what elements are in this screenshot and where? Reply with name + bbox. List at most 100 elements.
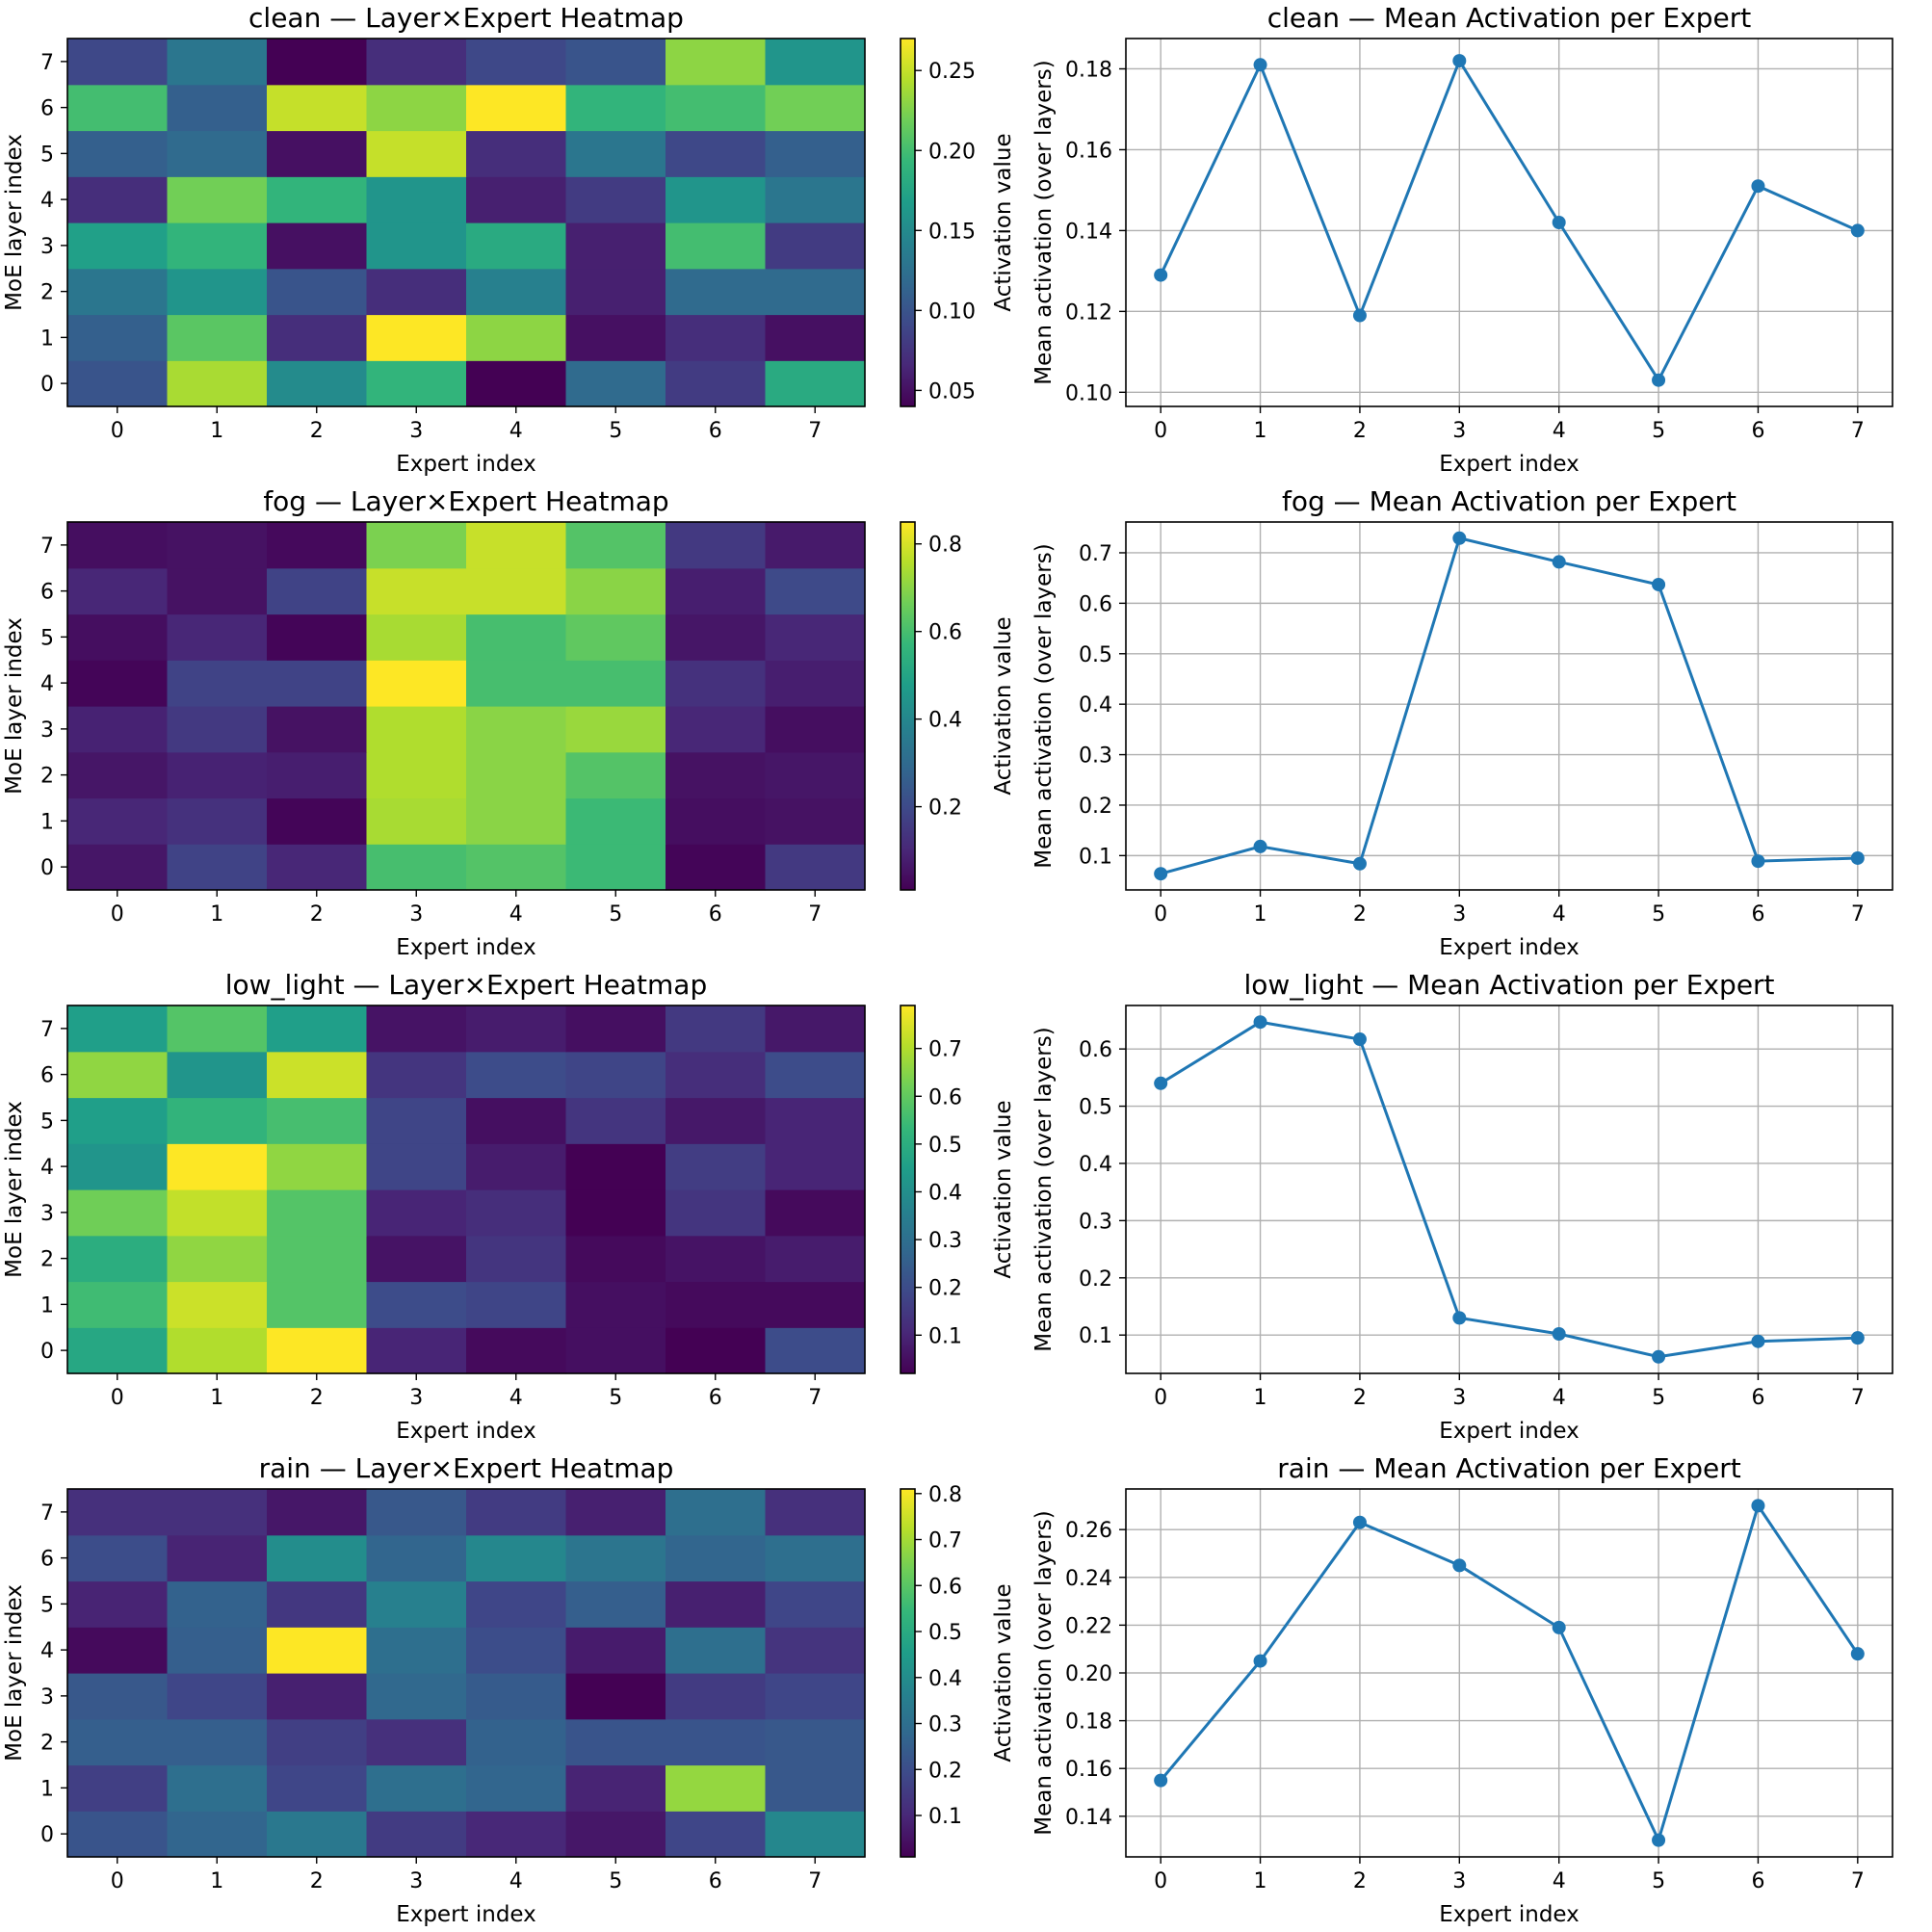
heatmap-cell [267, 797, 368, 845]
heatmap-cell [67, 1051, 169, 1099]
heatmap-cell [765, 1005, 866, 1053]
line-panel-3: fog — Mean Activation per Expert 0 1 2 3 4 5 6 7… [1031, 485, 1893, 960]
y-tick-label: 0 [40, 1340, 54, 1364]
heatmap-cell [666, 1327, 767, 1374]
heatmap-cell [167, 268, 268, 316]
heatmap-cell [167, 567, 268, 615]
heatmap-cell [765, 706, 866, 753]
heatmap-cell [267, 130, 368, 177]
heatmap-cell [466, 567, 567, 615]
data-point [1552, 1620, 1566, 1634]
data-point [1652, 1349, 1666, 1364]
x-tick-label: 3 [409, 1869, 423, 1893]
heatmap-cell [466, 797, 567, 845]
heatmap-cell [466, 130, 567, 177]
y-tick-label: 5 [40, 1110, 54, 1134]
x-axis-label: Expert index [396, 1902, 536, 1927]
heatmap-cell [666, 1051, 767, 1099]
heatmap-cell [366, 844, 467, 891]
heatmap-cell [666, 360, 767, 407]
heatmap-cell [366, 1811, 467, 1858]
heatmap-cell [267, 1189, 368, 1237]
x-tick-label: 5 [609, 902, 622, 927]
heatmap-cell [267, 522, 368, 569]
data-point [1751, 1334, 1765, 1348]
heatmap-frame [66, 1488, 866, 1858]
heatmap-cell [466, 314, 567, 361]
heatmap-cell [466, 1811, 567, 1858]
y-axis-label: Mean activation (over layers) [1031, 1027, 1057, 1351]
heatmap-cell [666, 614, 767, 661]
x-tick-label: 0 [111, 419, 124, 443]
data-point [1652, 1833, 1666, 1847]
heatmap-cell [565, 706, 666, 753]
x-tick-label: 0 [111, 1386, 124, 1410]
x-tick-label: 5 [1652, 1386, 1665, 1410]
heatmap-cell [466, 1097, 567, 1144]
heatmap-cell [67, 84, 169, 132]
data-point [1154, 867, 1168, 881]
heatmap-cell [466, 360, 567, 407]
heatmap-cell [666, 1281, 767, 1328]
heatmap-cell [765, 1811, 866, 1858]
x-tick-label: 5 [1652, 419, 1665, 443]
heatmap-cell [366, 1143, 467, 1190]
heatmap-cell [666, 1580, 767, 1628]
colorbar-tick-label: 0.2 [928, 796, 962, 821]
data-point [1253, 1654, 1267, 1668]
y-tick-label: 2 [40, 1248, 54, 1272]
heatmap-cell [67, 1281, 169, 1328]
heatmap-cell [67, 1143, 169, 1190]
heatmap-cell [366, 1580, 467, 1628]
heatmap-cell [565, 614, 666, 661]
x-axis-label: Expert index [1439, 935, 1580, 960]
heatmap-cell [67, 1235, 169, 1283]
data-point [1552, 216, 1566, 229]
heatmap-cell [466, 844, 567, 891]
y-tick-label: 1 [40, 1293, 54, 1318]
heatmap-cell [366, 1235, 467, 1283]
heatmap-cell [366, 751, 467, 799]
heatmap-cell [565, 844, 666, 891]
heatmap-cell [67, 844, 169, 891]
heatmap-cell [167, 176, 268, 223]
y-tick-label: 0.1 [1079, 1324, 1112, 1348]
heatmap-cell [167, 1718, 268, 1766]
series-line [1160, 1020, 1858, 1359]
heatmap-cell [765, 222, 866, 270]
heatmap-cell [366, 1489, 467, 1536]
data-point [1552, 1327, 1566, 1342]
x-axis-label: Expert index [1439, 452, 1580, 477]
y-tick-label: 5 [40, 143, 54, 167]
data-point [1850, 223, 1865, 238]
y-axis-label: Mean activation (over layers) [1031, 60, 1057, 384]
colorbar-tick-label: 0.8 [928, 1483, 962, 1507]
heatmap-cell [67, 1580, 169, 1628]
data-point [1850, 1331, 1865, 1345]
x-tick-label: 2 [310, 419, 324, 443]
heatmap-cell [565, 522, 666, 569]
y-axis-label: Mean activation (over layers) [1031, 1510, 1057, 1835]
heatmap-cell [267, 1673, 368, 1720]
y-tick-label: 0.3 [1079, 1210, 1112, 1234]
heatmap-cell [267, 222, 368, 270]
heatmap-cell [466, 1718, 567, 1766]
heatmap-cell [466, 1189, 567, 1237]
heatmap-cell [666, 1235, 767, 1283]
heatmap-cell [366, 797, 467, 845]
heatmap-cell [167, 1051, 268, 1099]
heatmap-cell [765, 84, 866, 132]
y-tick-label: 0.18 [1065, 58, 1112, 82]
y-tick-label: 6 [40, 97, 54, 121]
x-tick-label: 7 [1851, 1869, 1865, 1893]
heatmap-cell [666, 706, 767, 753]
heatmap-cell [765, 1718, 866, 1766]
heatmap-cell [466, 706, 567, 753]
heatmap-frame [66, 521, 866, 891]
heatmap-cell [267, 84, 368, 132]
data-point [1552, 555, 1566, 569]
heatmap-cell [67, 39, 169, 86]
x-tick-label: 6 [1751, 1869, 1764, 1893]
y-tick-label: 0.6 [1079, 1038, 1112, 1062]
heatmap-cell [466, 660, 567, 707]
